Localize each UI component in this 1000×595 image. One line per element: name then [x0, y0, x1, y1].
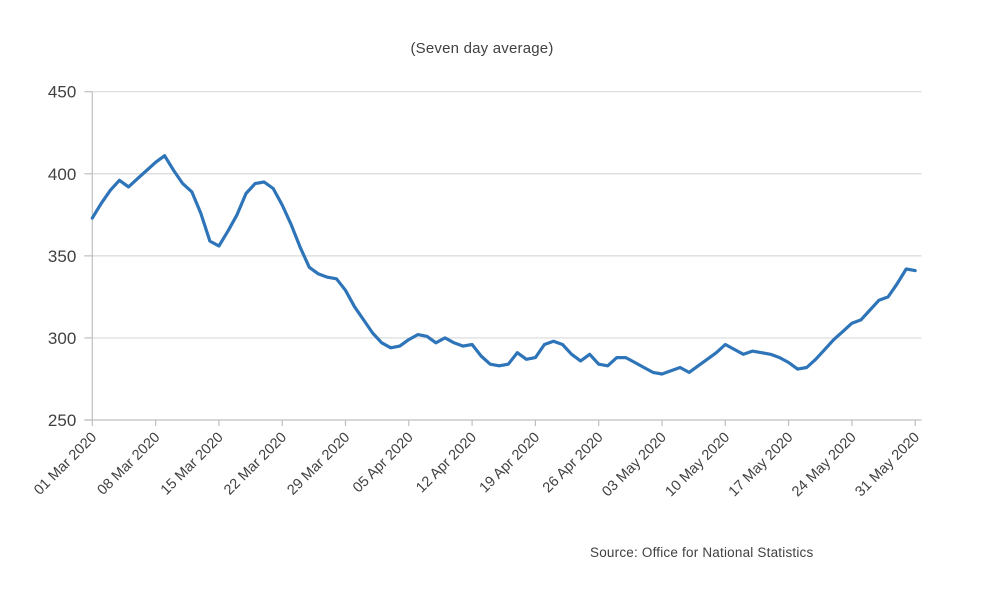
- svg-text:26 Apr 2020: 26 Apr 2020: [540, 430, 607, 497]
- svg-text:15 Mar 2020: 15 Mar 2020: [158, 430, 227, 499]
- svg-text:22 Mar 2020: 22 Mar 2020: [221, 430, 290, 499]
- chart-subtitle: (Seven day average): [410, 40, 554, 57]
- svg-text:24 May 2020: 24 May 2020: [789, 430, 860, 501]
- svg-text:19 Apr 2020: 19 Apr 2020: [477, 430, 544, 497]
- svg-text:08 Mar 2020: 08 Mar 2020: [95, 430, 164, 499]
- gridlines: [92, 91, 922, 339]
- svg-text:10 May 2020: 10 May 2020: [663, 430, 734, 501]
- svg-text:29 Mar 2020: 29 Mar 2020: [284, 430, 353, 499]
- y-axis-labels: 250 300 350 400 450: [48, 83, 93, 430]
- svg-text:250: 250: [48, 411, 76, 430]
- source-note: Source: Office for National Statistics: [590, 545, 814, 560]
- svg-text:05 Apr 2020: 05 Apr 2020: [350, 430, 417, 497]
- svg-text:400: 400: [48, 165, 76, 184]
- svg-text:03 May 2020: 03 May 2020: [599, 430, 670, 501]
- svg-text:01 Mar 2020: 01 Mar 2020: [31, 430, 100, 499]
- svg-text:300: 300: [48, 329, 76, 348]
- svg-text:450: 450: [48, 83, 76, 102]
- svg-text:12 Apr 2020: 12 Apr 2020: [413, 430, 480, 497]
- svg-text:31 May 2020: 31 May 2020: [852, 430, 923, 501]
- svg-text:350: 350: [48, 247, 76, 266]
- data-line-seven-day-average: [90, 154, 917, 376]
- svg-text:17 May 2020: 17 May 2020: [726, 430, 797, 501]
